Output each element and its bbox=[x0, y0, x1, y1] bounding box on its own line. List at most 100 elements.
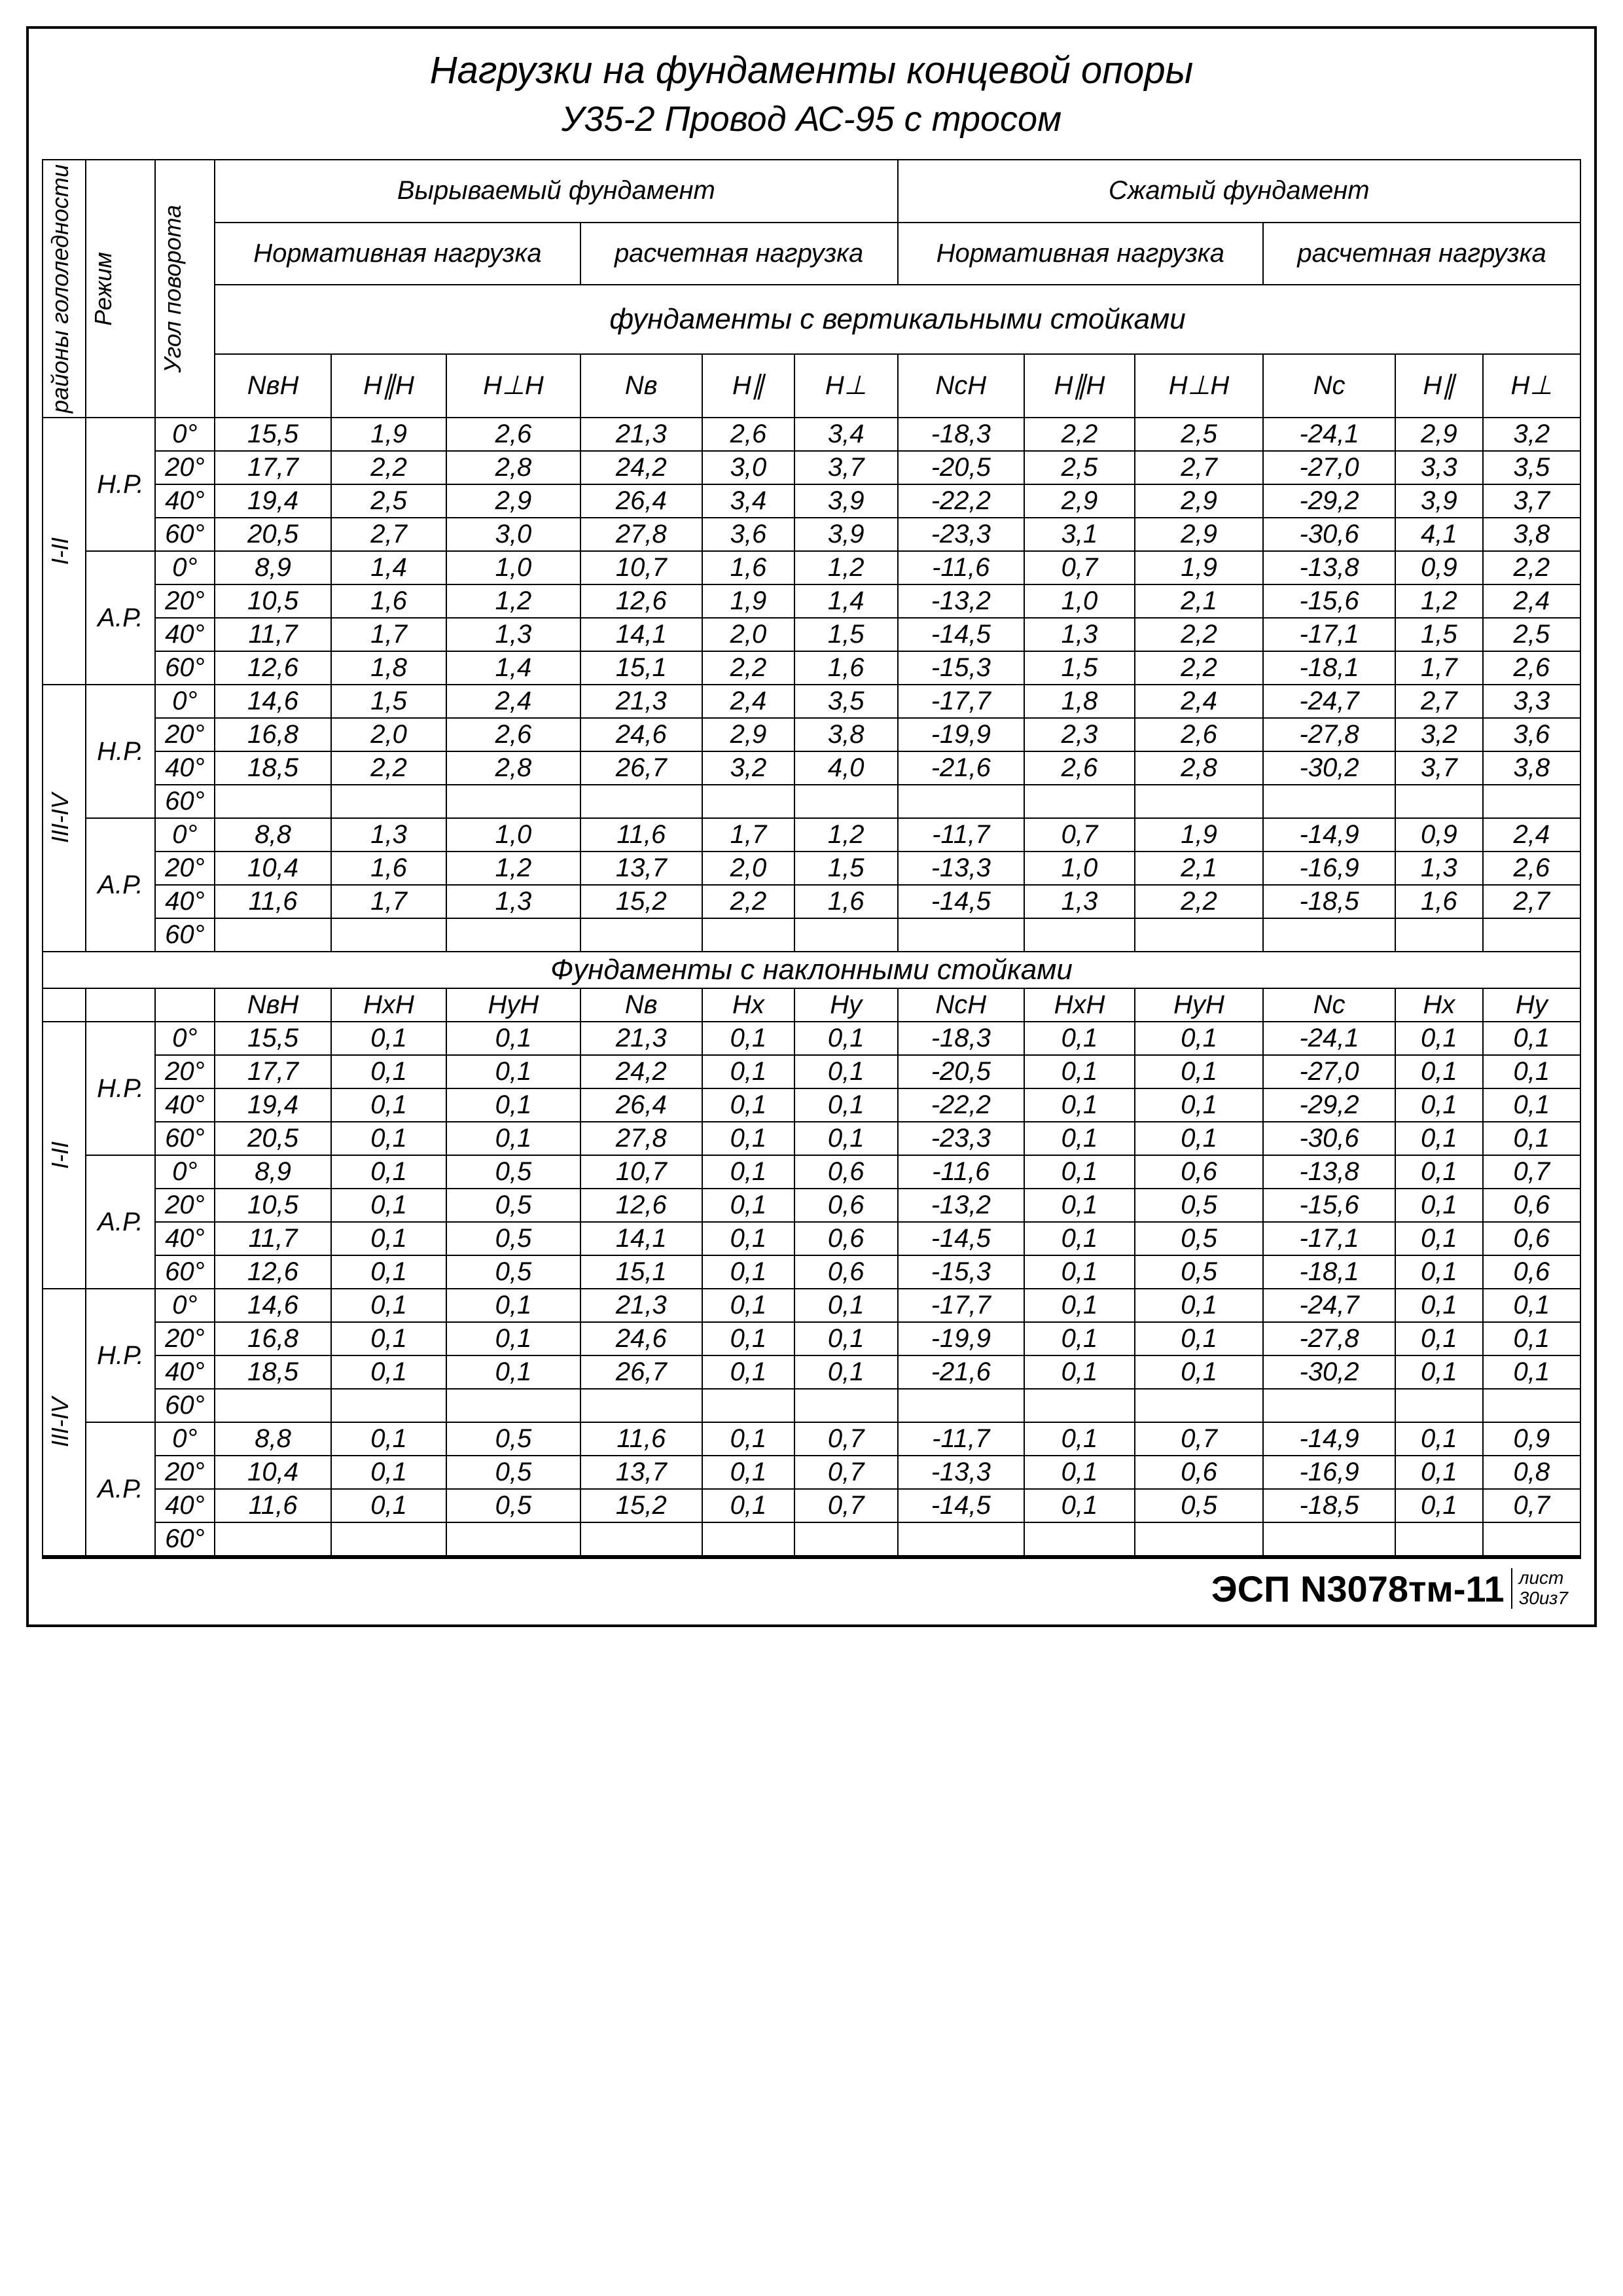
value-cell: -14,5 bbox=[898, 618, 1025, 651]
value-cell: 11,7 bbox=[215, 618, 331, 651]
angle-cell: 20° bbox=[155, 1189, 215, 1222]
value-cell bbox=[1395, 1389, 1483, 1422]
value-cell: 12,6 bbox=[215, 651, 331, 685]
value-cell: 2,2 bbox=[331, 751, 446, 785]
value-cell: 0,1 bbox=[1395, 1489, 1483, 1522]
value-cell: 0,9 bbox=[1395, 818, 1483, 852]
value-cell: 0,1 bbox=[702, 1222, 794, 1255]
value-cell: 0,1 bbox=[702, 1055, 794, 1088]
value-cell: 0,1 bbox=[331, 1322, 446, 1355]
value-cell: 19,4 bbox=[215, 1088, 331, 1122]
value-cell bbox=[580, 785, 702, 818]
value-cell: 2,7 bbox=[1483, 885, 1580, 918]
value-cell bbox=[1263, 918, 1395, 952]
col-hdr: H∥ bbox=[1395, 354, 1483, 418]
value-cell: 14,6 bbox=[215, 1289, 331, 1322]
mode-label: А.Р. bbox=[86, 551, 154, 685]
value-cell: 13,7 bbox=[580, 852, 702, 885]
value-cell: 10,4 bbox=[215, 1456, 331, 1489]
value-cell: -14,5 bbox=[898, 885, 1025, 918]
value-cell: 26,7 bbox=[580, 1355, 702, 1389]
value-cell: 2,7 bbox=[331, 518, 446, 551]
angle-cell: 40° bbox=[155, 1355, 215, 1389]
value-cell: 0,7 bbox=[794, 1489, 898, 1522]
value-cell: 3,3 bbox=[1395, 451, 1483, 484]
value-cell: 15,1 bbox=[580, 651, 702, 685]
value-cell: 2,6 bbox=[1135, 718, 1263, 751]
angle-cell: 0° bbox=[155, 1155, 215, 1189]
value-cell bbox=[898, 785, 1025, 818]
value-cell: 2,2 bbox=[1135, 885, 1263, 918]
col-hdr: Hy bbox=[1483, 988, 1580, 1022]
value-cell: 1,9 bbox=[1135, 551, 1263, 584]
value-cell: 10,7 bbox=[580, 551, 702, 584]
value-cell: 0,6 bbox=[1483, 1189, 1580, 1222]
value-cell: 3,2 bbox=[1483, 418, 1580, 451]
value-cell: 0,6 bbox=[794, 1255, 898, 1289]
value-cell: -14,9 bbox=[1263, 818, 1395, 852]
value-cell: -24,7 bbox=[1263, 685, 1395, 718]
value-cell: 3,4 bbox=[702, 484, 794, 518]
value-cell: 1,4 bbox=[794, 584, 898, 618]
value-cell: 2,2 bbox=[1135, 651, 1263, 685]
value-cell: 2,7 bbox=[1395, 685, 1483, 718]
value-cell: 0,1 bbox=[1024, 1055, 1135, 1088]
region-label: III-IV bbox=[47, 1395, 73, 1450]
value-cell: 0,1 bbox=[331, 1189, 446, 1222]
value-cell: -16,9 bbox=[1263, 1456, 1395, 1489]
value-cell: 0,1 bbox=[446, 1022, 580, 1055]
value-cell: 0,1 bbox=[702, 1456, 794, 1489]
value-cell: 0,1 bbox=[331, 1222, 446, 1255]
value-cell: 2,4 bbox=[446, 685, 580, 718]
value-cell: -23,3 bbox=[898, 1122, 1025, 1155]
value-cell: 0,1 bbox=[702, 1022, 794, 1055]
col-hdr: H∥ bbox=[702, 354, 794, 418]
value-cell: 1,3 bbox=[446, 618, 580, 651]
angle-cell: 20° bbox=[155, 1055, 215, 1088]
value-cell: -29,2 bbox=[1263, 1088, 1395, 1122]
value-cell: 24,2 bbox=[580, 1055, 702, 1088]
value-cell: 3,0 bbox=[702, 451, 794, 484]
value-cell: 2,1 bbox=[1135, 584, 1263, 618]
value-cell: 3,9 bbox=[1395, 484, 1483, 518]
value-cell: 15,5 bbox=[215, 418, 331, 451]
value-cell: 0,1 bbox=[331, 1122, 446, 1155]
mode-label: А.Р. bbox=[86, 818, 154, 952]
value-cell bbox=[1263, 1389, 1395, 1422]
value-cell: 0,1 bbox=[702, 1322, 794, 1355]
value-cell bbox=[1263, 1522, 1395, 1556]
value-cell: 1,3 bbox=[446, 885, 580, 918]
value-cell bbox=[1395, 1522, 1483, 1556]
value-cell: 0,1 bbox=[331, 1055, 446, 1088]
value-cell: 2,3 bbox=[1024, 718, 1135, 751]
angle-cell: 40° bbox=[155, 751, 215, 785]
value-cell bbox=[446, 1389, 580, 1422]
value-cell: 0,1 bbox=[1135, 1088, 1263, 1122]
angle-cell: 0° bbox=[155, 1289, 215, 1322]
value-cell bbox=[1135, 1389, 1263, 1422]
value-cell: -15,6 bbox=[1263, 584, 1395, 618]
value-cell: 15,1 bbox=[580, 1255, 702, 1289]
hdr-calc-2: расчетная нагрузка bbox=[1263, 223, 1580, 285]
value-cell: 2,2 bbox=[702, 885, 794, 918]
value-cell: 0,1 bbox=[702, 1155, 794, 1189]
value-cell: 2,0 bbox=[702, 618, 794, 651]
value-cell: -15,3 bbox=[898, 651, 1025, 685]
angle-cell: 40° bbox=[155, 618, 215, 651]
value-cell bbox=[898, 1522, 1025, 1556]
value-cell: -14,9 bbox=[1263, 1422, 1395, 1456]
angle-cell: 0° bbox=[155, 685, 215, 718]
hdr-calc-1: расчетная нагрузка bbox=[580, 223, 898, 285]
value-cell: 0,1 bbox=[1395, 1322, 1483, 1355]
value-cell: 0,7 bbox=[1024, 818, 1135, 852]
value-cell: 2,9 bbox=[1135, 518, 1263, 551]
value-cell: -15,3 bbox=[898, 1255, 1025, 1289]
footer-sheet-bot: 30из7 bbox=[1519, 1588, 1568, 1609]
value-cell: 16,8 bbox=[215, 718, 331, 751]
value-cell: 21,3 bbox=[580, 418, 702, 451]
value-cell: 2,6 bbox=[1483, 852, 1580, 885]
value-cell: 2,8 bbox=[1135, 751, 1263, 785]
value-cell: 1,6 bbox=[331, 584, 446, 618]
value-cell: -17,1 bbox=[1263, 1222, 1395, 1255]
value-cell: 0,1 bbox=[702, 1255, 794, 1289]
